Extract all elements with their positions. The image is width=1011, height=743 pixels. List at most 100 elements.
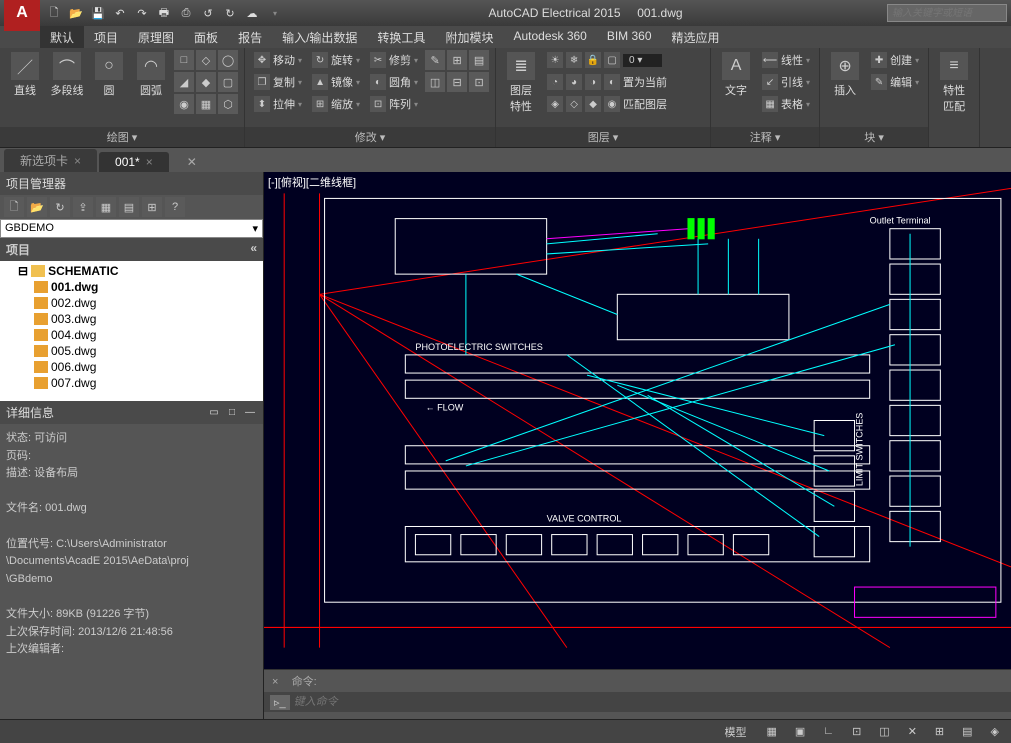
new-tab-button[interactable]: ✕ [171, 152, 213, 172]
ribbon-btn-4-0[interactable]: ⊕插入 [826, 50, 864, 100]
model-space-button[interactable]: 模型 [718, 722, 752, 742]
project-combo[interactable]: GBDEMO ▾ [0, 219, 263, 238]
ribbon-row-2-1[interactable]: ◔◕◑◐置为当前 [544, 72, 704, 92]
ribbon-btn-5-0[interactable]: ≡特性匹配 [935, 50, 973, 116]
ribbon-panel-title[interactable]: 绘图 ▾ [0, 127, 244, 147]
ribbon-sm-1-2-2[interactable]: ⊡阵列▾ [367, 94, 421, 114]
command-input[interactable] [290, 694, 1005, 710]
layer-ctrl-icon[interactable]: ▢ [604, 52, 620, 68]
qat-save-icon[interactable]: 💾 [88, 3, 108, 23]
menu-tab-10[interactable]: 精选应用 [662, 26, 730, 48]
ribbon-extra-icon-4[interactable]: ⊟ [447, 72, 467, 92]
qat-more-icon[interactable] [264, 3, 284, 23]
menu-tab-6[interactable]: 转换工具 [367, 26, 435, 48]
ribbon-extra-icon-0[interactable]: ✎ [425, 50, 445, 70]
ribbon-sm-3-0-1[interactable]: ↙引线▾ [759, 72, 813, 92]
ribbon-grid-icon-8[interactable]: ⬡ [218, 94, 238, 114]
ribbon-sm-1-2-1[interactable]: ◐圆角▾ [367, 72, 421, 92]
menu-tab-9[interactable]: BIM 360 [597, 26, 662, 48]
tree-item-3[interactable]: 003.dwg [2, 311, 261, 327]
ribbon-sm-1-1-1[interactable]: ▲镜像▾ [309, 72, 363, 92]
ribbon-grid-icon-7[interactable]: ▦ [196, 94, 216, 114]
tree-item-5[interactable]: 005.dwg [2, 343, 261, 359]
close-tab-icon[interactable]: × [146, 155, 153, 169]
layer-ctrl-icon[interactable]: ❄ [566, 52, 582, 68]
ribbon-sm-1-0-1[interactable]: ❐复制▾ [251, 72, 305, 92]
drawing-canvas[interactable]: [-][俯视][二维线框] [264, 172, 1011, 669]
ribbon-btn-2-0[interactable]: ≣图层特性 [502, 50, 540, 116]
ribbon-extra-icon-5[interactable]: ⊡ [469, 72, 489, 92]
ribbon-grid-icon-5[interactable]: ▢ [218, 72, 238, 92]
ribbon-sm-1-0-2[interactable]: ⬍拉伸▾ [251, 94, 305, 114]
details-max-icon[interactable]: □ [225, 406, 239, 420]
ribbon-btn-0-3[interactable]: ◠圆弧 [132, 50, 170, 100]
status-icon-7[interactable]: ▤ [956, 723, 978, 740]
layer-icon[interactable]: ◑ [585, 74, 601, 90]
status-icon-8[interactable]: ◈ [985, 723, 1005, 740]
qat-undo2-icon[interactable]: ↺ [198, 3, 218, 23]
doc-tab-1[interactable]: 001*× [99, 152, 169, 172]
ribbon-row-2-0[interactable]: ☀❄🔒▢0 ▾ [544, 50, 704, 70]
ribbon-grid-icon-1[interactable]: ◇ [196, 50, 216, 70]
tree-item-7[interactable]: 007.dwg [2, 375, 261, 391]
proj-help-icon[interactable]: ? [165, 197, 185, 217]
tree-item-1[interactable]: 001.dwg [2, 279, 261, 295]
proj-filter-icon[interactable]: ▤ [119, 197, 139, 217]
qat-new-icon[interactable]: 🗋 [44, 3, 64, 23]
status-icon-1[interactable]: ▣ [789, 723, 811, 740]
layer-icon[interactable]: ◈ [547, 96, 563, 112]
status-icon-2[interactable]: ∟ [817, 723, 840, 740]
tree-item-4[interactable]: 004.dwg [2, 327, 261, 343]
proj-open-icon[interactable]: 📂 [27, 197, 47, 217]
qat-redo2-icon[interactable]: ↻ [220, 3, 240, 23]
menu-tab-2[interactable]: 原理图 [128, 26, 184, 48]
layer-icon[interactable]: ◔ [547, 74, 563, 90]
ribbon-grid-icon-3[interactable]: ◢ [174, 72, 194, 92]
layer-ctrl-icon[interactable]: 🔒 [585, 52, 601, 68]
ribbon-extra-icon-1[interactable]: ⊞ [447, 50, 467, 70]
status-icon-0[interactable]: ▦ [760, 723, 782, 740]
menu-tab-5[interactable]: 输入/输出数据 [272, 26, 367, 48]
ribbon-sm-3-0-0[interactable]: ⟵线性▾ [759, 50, 813, 70]
app-logo[interactable]: A [4, 0, 40, 31]
proj-refresh-icon[interactable]: ↻ [50, 197, 70, 217]
ribbon-panel-title[interactable]: 图层 ▾ [496, 127, 710, 147]
layer-combo[interactable]: 0 ▾ [623, 54, 662, 67]
chevron-icon[interactable]: « [250, 241, 257, 258]
proj-up-icon[interactable]: ⇪ [73, 197, 93, 217]
layer-icon[interactable]: ◉ [604, 96, 620, 112]
ribbon-panel-title[interactable]: 注释 ▾ [711, 127, 819, 147]
ribbon-sm-1-0-0[interactable]: ✥移动▾ [251, 50, 305, 70]
menu-tab-3[interactable]: 面板 [184, 26, 228, 48]
ribbon-btn-0-2[interactable]: ○圆 [90, 50, 128, 100]
ribbon-grid-icon-6[interactable]: ◉ [174, 94, 194, 114]
layer-ctrl-icon[interactable]: ☀ [547, 52, 563, 68]
status-icon-6[interactable]: ⊞ [929, 723, 950, 740]
ribbon-sm-1-1-0[interactable]: ↻旋转▾ [309, 50, 363, 70]
menu-tab-8[interactable]: Autodesk 360 [503, 26, 596, 48]
ribbon-btn-3-0[interactable]: A文字 [717, 50, 755, 100]
ribbon-sm-1-2-0[interactable]: ✂修剪▾ [367, 50, 421, 70]
qat-open-icon[interactable]: 📂 [66, 3, 86, 23]
menu-tab-7[interactable]: 附加模块 [435, 26, 503, 48]
ribbon-sm-1-1-2[interactable]: ⊞缩放▾ [309, 94, 363, 114]
qat-print-icon[interactable]: 🖶 [154, 3, 174, 23]
qat-cloud-icon[interactable]: ☁ [242, 3, 262, 23]
ribbon-sm-3-0-2[interactable]: ▦表格▾ [759, 94, 813, 114]
qat-undo-icon[interactable]: ↶ [110, 3, 130, 23]
doc-tab-0[interactable]: 新选项卡× [4, 149, 97, 172]
qat-plot-icon[interactable]: ⎙ [176, 3, 196, 23]
ribbon-row-2-2[interactable]: ◈◇◆◉匹配图层 [544, 94, 704, 114]
layer-icon[interactable]: ◇ [566, 96, 582, 112]
proj-sort-icon[interactable]: ⊞ [142, 197, 162, 217]
ribbon-grid-icon-0[interactable]: □ [174, 50, 194, 70]
menu-tab-0[interactable]: 默认 [40, 26, 84, 48]
menu-tab-4[interactable]: 报告 [228, 26, 272, 48]
ribbon-extra-icon-3[interactable]: ◫ [425, 72, 445, 92]
ribbon-panel-title[interactable]: 修改 ▾ [245, 127, 495, 147]
tree-item-0[interactable]: ⊟SCHEMATIC [2, 263, 261, 279]
qat-redo-icon[interactable]: ↷ [132, 3, 152, 23]
layer-icon[interactable]: ◆ [585, 96, 601, 112]
layer-icon[interactable]: ◐ [604, 74, 620, 90]
search-input[interactable] [887, 4, 1007, 22]
